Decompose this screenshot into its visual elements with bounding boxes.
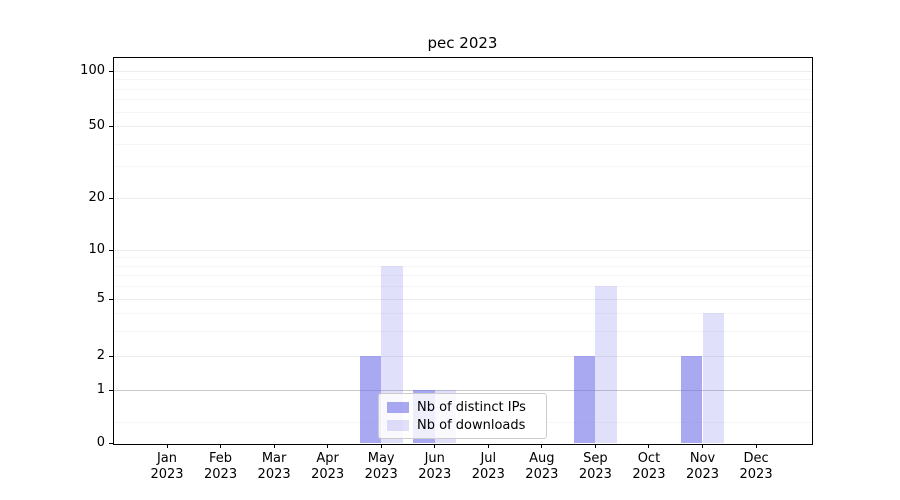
x-tick-label-may: May 2023 xyxy=(353,451,409,483)
x-tick-mark-dec xyxy=(755,444,757,448)
x-tick-month: Sep xyxy=(583,451,608,466)
legend-swatch-distinct-ips-icon xyxy=(387,401,409,413)
x-tick-mark-aug xyxy=(541,444,543,448)
x-tick-mark-jul xyxy=(487,444,489,448)
x-tick-year: 2023 xyxy=(685,467,720,482)
x-tick-label-nov: Nov 2023 xyxy=(675,451,731,483)
y-tick-label-10: 10 xyxy=(88,242,105,257)
x-tick-label-dec: Dec 2023 xyxy=(728,451,784,483)
gridline-minor xyxy=(114,79,812,81)
bar-sep-distinct-ips xyxy=(574,356,596,443)
x-tick-mark-feb xyxy=(220,444,222,448)
gridline-minor xyxy=(114,312,812,314)
y-tick-label-100: 100 xyxy=(80,63,105,78)
legend-label-downloads: Nb of downloads xyxy=(417,417,526,433)
x-tick-label-sep: Sep 2023 xyxy=(567,451,623,483)
plot-area xyxy=(113,57,813,445)
x-tick-month: Mar xyxy=(261,451,287,466)
bar-may-distinct-ips xyxy=(359,356,382,443)
x-tick-month: May xyxy=(367,451,395,466)
x-tick-year: 2023 xyxy=(150,467,184,482)
y-tick-label-2: 2 xyxy=(96,348,105,363)
x-tick-mark-mar xyxy=(273,444,275,448)
legend-swatch-downloads-icon xyxy=(387,419,409,431)
y-tick-label-0: 0 xyxy=(96,435,105,450)
x-tick-label-apr: Apr 2023 xyxy=(300,451,356,483)
y-tick-mark-20 xyxy=(109,197,113,199)
gridline-minor xyxy=(114,257,812,259)
gridline-major-50 xyxy=(114,126,812,127)
gridline-major-10 xyxy=(114,250,812,251)
y-tick-mark-100 xyxy=(109,70,113,72)
x-tick-mark-nov xyxy=(702,444,703,448)
x-tick-year: 2023 xyxy=(204,467,238,482)
bar-nov-distinct-ips xyxy=(681,356,703,443)
gridline-major-100 xyxy=(114,71,812,72)
x-tick-label-aug: Aug 2023 xyxy=(514,451,570,483)
y-tick-mark-1 xyxy=(109,389,113,391)
legend-row-downloads: Nb of downloads xyxy=(387,417,538,433)
x-tick-year: 2023 xyxy=(418,467,452,482)
gridline-minor xyxy=(114,286,812,288)
gridline-minor xyxy=(114,99,812,101)
x-tick-year: 2023 xyxy=(257,467,291,482)
legend-row-distinct-ips: Nb of distinct IPs xyxy=(387,399,538,415)
bar-sep-downloads xyxy=(595,286,617,443)
y-tick-mark-0 xyxy=(109,442,113,444)
gridline-minor xyxy=(114,275,812,277)
legend-label-distinct-ips: Nb of distinct IPs xyxy=(417,399,526,415)
x-tick-label-jun: Jun 2023 xyxy=(407,451,463,483)
x-tick-mark-apr xyxy=(327,444,329,448)
bar-nov-downloads xyxy=(702,312,724,443)
x-tick-month: Dec xyxy=(743,451,769,466)
y-tick-mark-50 xyxy=(109,125,113,127)
x-tick-mark-jun xyxy=(434,444,436,448)
y-tick-mark-10 xyxy=(109,249,113,251)
x-tick-label-jul: Jul 2023 xyxy=(460,451,516,483)
gridline-major-5 xyxy=(114,299,812,300)
x-tick-year: 2023 xyxy=(311,467,345,482)
x-tick-month: Jan xyxy=(156,451,178,466)
x-tick-year: 2023 xyxy=(471,467,505,482)
x-tick-month: Nov xyxy=(689,451,716,466)
x-tick-mark-sep xyxy=(594,444,596,448)
x-tick-month: Feb xyxy=(209,451,233,466)
gridline-minor xyxy=(114,88,812,90)
gridline-minor xyxy=(114,143,812,145)
x-tick-year: 2023 xyxy=(632,467,666,482)
y-tick-label-20: 20 xyxy=(88,190,105,205)
x-tick-year: 2023 xyxy=(525,467,559,482)
y-tick-label-1: 1 xyxy=(96,382,105,397)
chart-title: pec 2023 xyxy=(427,34,498,52)
gridline-major-1 xyxy=(114,390,812,391)
x-tick-label-oct: Oct 2023 xyxy=(621,451,677,483)
x-tick-month: Oct xyxy=(637,451,661,466)
gridline-minor xyxy=(114,166,812,168)
gridline-major-2 xyxy=(114,356,812,357)
x-tick-year: 2023 xyxy=(578,467,612,482)
x-tick-mark-oct xyxy=(648,444,650,448)
x-tick-label-feb: Feb 2023 xyxy=(193,451,249,483)
y-tick-label-5: 5 xyxy=(96,291,105,306)
x-tick-label-mar: Mar 2023 xyxy=(246,451,302,483)
x-tick-year: 2023 xyxy=(364,467,398,482)
x-tick-month: Apr xyxy=(316,451,339,466)
x-tick-year: 2023 xyxy=(739,467,773,482)
y-tick-mark-5 xyxy=(109,298,113,300)
gridline-minor xyxy=(114,111,812,113)
x-tick-month: Jul xyxy=(480,451,497,466)
x-tick-mark-may xyxy=(380,444,382,448)
gridline-minor xyxy=(114,330,812,332)
y-tick-mark-2 xyxy=(109,355,113,357)
y-tick-label-50: 50 xyxy=(88,118,105,133)
x-tick-month: Jun xyxy=(424,451,445,466)
gridline-major-20 xyxy=(114,198,812,199)
x-tick-month: Aug xyxy=(529,451,555,466)
legend: Nb of distinct IPs Nb of downloads xyxy=(378,393,547,439)
gridline-minor xyxy=(114,265,812,267)
x-tick-label-jan: Jan 2023 xyxy=(139,451,195,483)
x-tick-mark-jan xyxy=(166,444,168,448)
